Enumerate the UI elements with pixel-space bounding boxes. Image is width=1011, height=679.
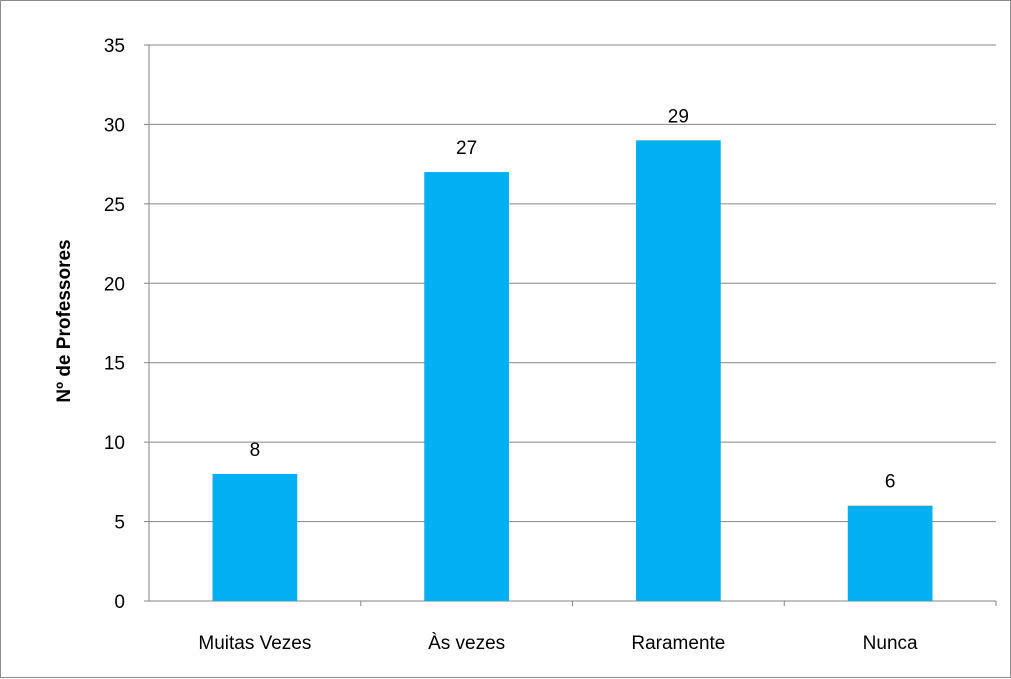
bars [212, 140, 933, 602]
y-tick-label: 20 [104, 274, 125, 295]
gridlines [149, 44, 996, 523]
bar [424, 172, 509, 602]
y-axis-title: Nº de Professores [54, 239, 75, 402]
data-label: 8 [250, 440, 261, 461]
bar [212, 473, 298, 601]
y-tick-label: 10 [104, 433, 125, 454]
y-tick-label: 25 [104, 195, 125, 216]
x-tick-label: Nunca [863, 633, 918, 654]
y-tick-labels: 0 5 10 15 20 25 30 35 [104, 36, 125, 613]
x-tick-label: Às vezes [428, 633, 505, 654]
bar [847, 505, 933, 601]
x-tick-label: Raramente [631, 633, 725, 654]
y-tick-label: 0 [114, 592, 125, 613]
data-label: 27 [456, 138, 477, 159]
x-tick-label: Muitas Vezes [198, 633, 311, 654]
axes [144, 44, 997, 606]
x-tick-labels: Muitas Vezes Às vezes Raramente Nunca [198, 633, 918, 654]
data-label: 6 [885, 472, 896, 493]
y-tick-label: 15 [104, 354, 125, 375]
data-labels: 8 27 29 6 [250, 106, 896, 492]
bar [636, 140, 721, 602]
data-label: 29 [668, 106, 689, 127]
y-tick-label: 35 [104, 36, 125, 57]
y-tick-label: 30 [104, 115, 125, 136]
y-tick-label: 5 [114, 513, 125, 534]
